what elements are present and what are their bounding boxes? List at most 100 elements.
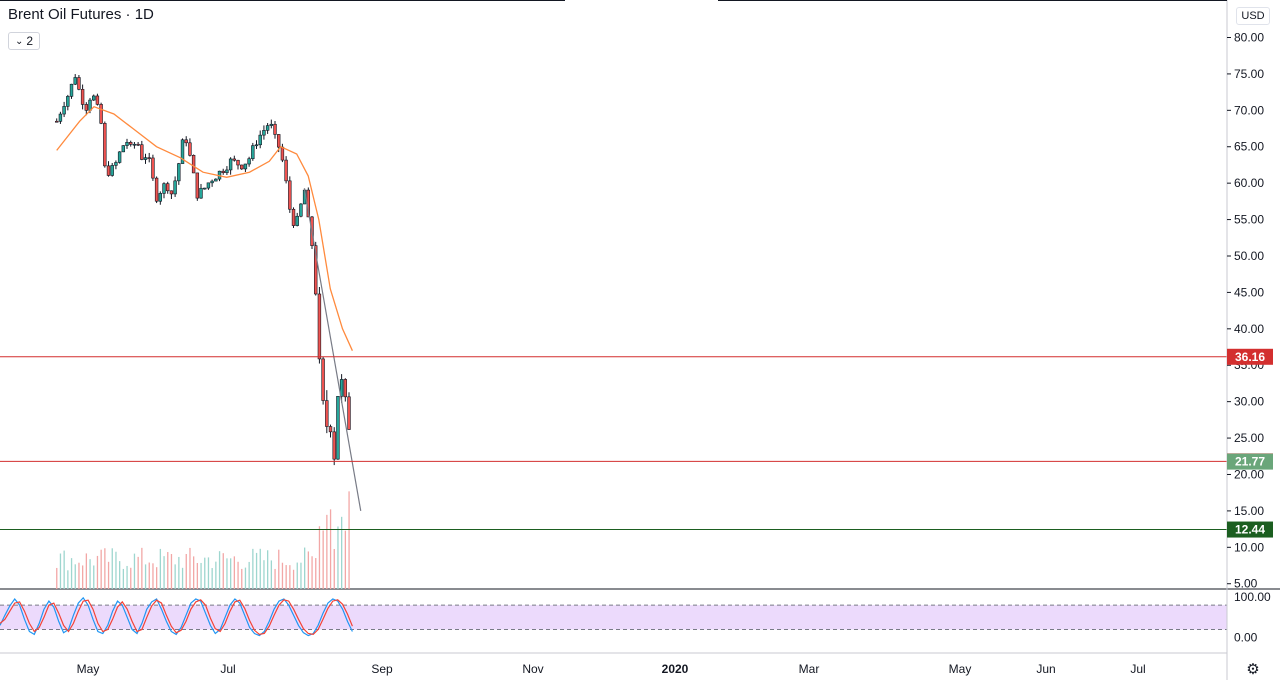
candle-body	[62, 106, 66, 115]
volume-bar	[315, 558, 317, 589]
y-tick-label: 15.00	[1234, 504, 1264, 518]
volume-bar	[82, 565, 84, 589]
candle-body	[343, 379, 348, 398]
candle-body	[177, 163, 181, 182]
volume-bar	[193, 556, 195, 589]
y-tick-label: 25.00	[1234, 431, 1264, 445]
candle-body	[129, 142, 133, 145]
volume-bar	[204, 557, 206, 589]
gear-icon[interactable]: ⚙	[1246, 661, 1260, 678]
volume-bar	[152, 563, 154, 589]
candle-body	[95, 95, 100, 105]
volume-bar	[148, 562, 150, 589]
chevron-down-icon: ⌄	[14, 35, 24, 47]
candle-body	[339, 379, 344, 397]
volume-bar	[119, 561, 121, 589]
volume-bar	[267, 550, 269, 589]
chart-legend[interactable]: Brent Oil Futures · 1D	[8, 6, 154, 23]
symbol-name[interactable]: Brent Oil Futures	[8, 6, 122, 23]
volume-bar	[326, 514, 328, 589]
candle-body	[77, 77, 81, 90]
candle-body	[84, 104, 89, 111]
volume-bar	[111, 548, 113, 589]
volume-bar	[207, 557, 210, 589]
volume-bar	[218, 551, 221, 589]
candle-body	[143, 157, 148, 160]
volume-bar	[255, 552, 258, 589]
volume-bar	[189, 547, 191, 589]
y-tick-label: 70.00	[1234, 103, 1264, 117]
y-tick-label: 65.00	[1234, 140, 1264, 154]
candle-body	[69, 83, 74, 97]
candle-body	[210, 180, 214, 184]
volume-bar	[200, 562, 202, 589]
trendline[interactable]	[303, 188, 362, 511]
top-border	[0, 0, 565, 1]
candle-body	[117, 151, 122, 163]
candle-body	[214, 178, 218, 182]
price-pane	[0, 74, 1280, 590]
legend-dot: ·	[125, 6, 131, 23]
y-tick-label: 40.00	[1234, 322, 1264, 336]
time-axis[interactable]: May Jul Sep Nov 2020 Mar May Jun Jul	[77, 662, 1146, 676]
stoch-d-line	[0, 599, 353, 636]
volume-bar	[263, 560, 265, 589]
volume-bar	[115, 551, 117, 589]
candle-body	[66, 96, 70, 107]
candle-body	[269, 123, 274, 126]
volume-bar	[100, 549, 102, 589]
x-tick-label: May	[77, 662, 100, 676]
candle-body	[291, 208, 296, 226]
candle-body	[110, 165, 114, 176]
volume-bar	[344, 530, 347, 589]
candle-body	[299, 203, 303, 217]
x-tick-label: Nov	[522, 662, 543, 676]
candle-body	[136, 143, 140, 146]
volume-bar	[318, 526, 321, 589]
volume-bar	[233, 556, 236, 589]
candle-body	[180, 139, 185, 164]
candle-body	[55, 120, 59, 123]
y-tick-label: 75.00	[1234, 67, 1264, 81]
candle-body	[254, 144, 259, 147]
volume-bar	[222, 553, 224, 589]
candle-body	[151, 157, 155, 179]
price-label-text: 21.77	[1235, 455, 1265, 469]
volume-bar	[74, 564, 76, 589]
volume-bar	[59, 553, 62, 589]
currency-button[interactable]: USD	[1236, 7, 1270, 25]
volume-bar	[329, 509, 332, 589]
candle-body	[103, 123, 107, 167]
volume-bar	[333, 548, 335, 589]
candle-body	[154, 177, 159, 202]
candle-body	[147, 157, 151, 159]
candle-body	[317, 293, 322, 360]
y-tick-label: 45.00	[1234, 285, 1264, 299]
y-tick-label: 5.00	[1234, 577, 1258, 591]
volume-bar	[85, 553, 88, 589]
candle-body	[236, 159, 240, 166]
candle-body	[228, 158, 233, 171]
x-tick-label: Sep	[371, 662, 393, 676]
price-axis[interactable]: 80.00 75.00 70.00 65.00 60.00 55.00 50.00 45.00…	[1226, 0, 1273, 680]
candle-body	[280, 146, 285, 161]
candle-body	[169, 190, 174, 195]
volume-bar	[141, 547, 143, 589]
candle-body	[195, 172, 200, 199]
price-label-box	[1227, 453, 1273, 470]
volume-bar	[122, 568, 125, 589]
candle-body	[206, 182, 211, 189]
volume-bar	[241, 568, 243, 589]
candle-body	[88, 99, 92, 111]
moving-average-line	[56, 105, 353, 351]
volume-bar	[89, 559, 91, 589]
volume-bar	[181, 567, 184, 589]
volume-bar	[304, 547, 306, 589]
indicators-toggle-button[interactable]: ⌄ 2	[8, 32, 40, 50]
volume-bar	[96, 555, 99, 589]
interval-label[interactable]: 1D	[134, 6, 154, 23]
candle-body	[80, 89, 85, 105]
x-tick-label: Jul	[1130, 662, 1145, 676]
volume-bar	[167, 552, 169, 589]
